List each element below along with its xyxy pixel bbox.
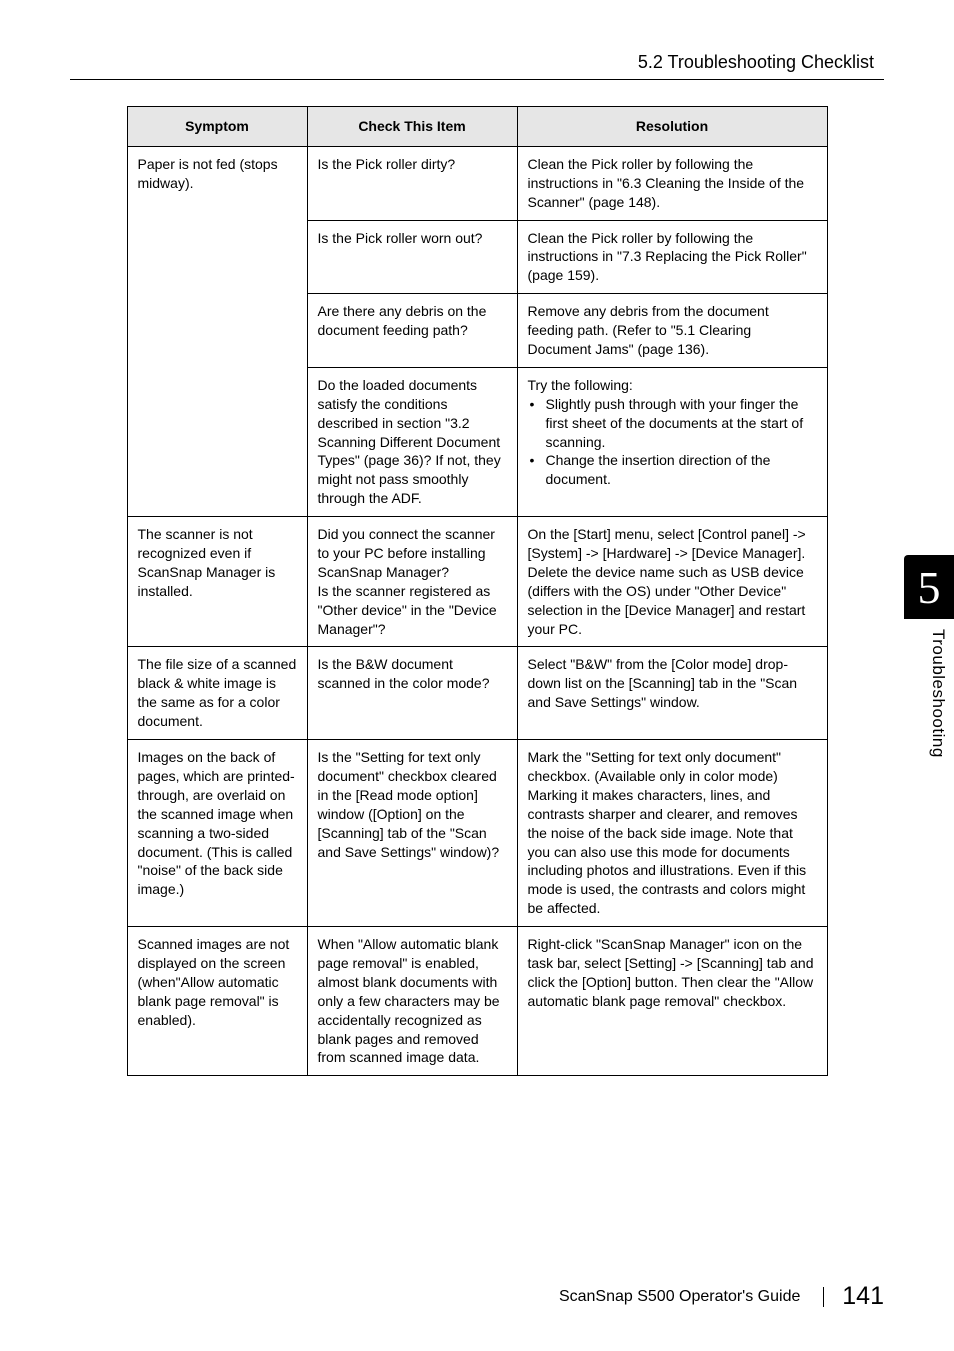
- resolution-cell: Clean the Pick roller by following the i…: [517, 220, 827, 294]
- check-cell: Is the Pick roller dirty?: [307, 146, 517, 220]
- side-tab: 5 Troubleshooting: [904, 555, 954, 758]
- col-resolution: Resolution: [517, 107, 827, 147]
- header-rule: [70, 79, 884, 80]
- check-cell: Are there any debris on the document fee…: [307, 294, 517, 368]
- resolution-cell: Select "B&W" from the [Color mode] drop-…: [517, 647, 827, 740]
- symptom-cell: Paper is not fed (stops midway).: [127, 146, 307, 516]
- chapter-label: Troubleshooting: [928, 619, 948, 758]
- table-header-row: Symptom Check This Item Resolution: [127, 107, 827, 147]
- resolution-bullet: Slightly push through with your finger t…: [528, 395, 817, 452]
- table-row: Paper is not fed (stops midway). Is the …: [127, 146, 827, 220]
- table-row: The scanner is not recognized even if Sc…: [127, 517, 827, 647]
- chapter-number-badge: 5: [904, 555, 954, 619]
- symptom-cell: The scanner is not recognized even if Sc…: [127, 517, 307, 647]
- resolution-cell: Remove any debris from the docu­ment fee…: [517, 294, 827, 368]
- resolution-bullet: Change the insertion direction of the do…: [528, 451, 817, 489]
- table-row: Scanned images are not displayed on the …: [127, 927, 827, 1076]
- resolution-cell: On the [Start] menu, select [Control pan…: [517, 517, 827, 647]
- footer-guide-title: ScanSnap S500 Operator's Guide: [559, 1288, 800, 1306]
- page-footer: ScanSnap S500 Operator's Guide 141: [0, 1282, 884, 1311]
- symptom-cell: The file size of a scanned black & white…: [127, 647, 307, 740]
- running-header: 5.2 Troubleshooting Checklist: [70, 52, 884, 73]
- check-cell: Do the loaded documents satisfy the cond…: [307, 367, 517, 516]
- check-cell: Is the B&W document scanned in the color…: [307, 647, 517, 740]
- resolution-cell: Mark the "Setting for text only docu­men…: [517, 740, 827, 927]
- check-cell: Is the Pick roller worn out?: [307, 220, 517, 294]
- resolution-bullets: Slightly push through with your finger t…: [528, 395, 817, 489]
- col-check: Check This Item: [307, 107, 517, 147]
- resolution-lead: Try the following:: [528, 377, 633, 393]
- check-cell: Is the "Setting for text only document" …: [307, 740, 517, 927]
- symptom-cell: Images on the back of pages, which are p…: [127, 740, 307, 927]
- troubleshooting-table: Symptom Check This Item Resolution Paper…: [127, 106, 828, 1076]
- resolution-cell: Try the following: Slightly push through…: [517, 367, 827, 516]
- resolution-cell: Right-click "ScanSnap Manager" icon on t…: [517, 927, 827, 1076]
- col-symptom: Symptom: [127, 107, 307, 147]
- table-row: The file size of a scanned black & white…: [127, 647, 827, 740]
- resolution-cell: Clean the Pick roller by following the i…: [517, 146, 827, 220]
- footer-page-number: 141: [842, 1282, 884, 1310]
- table-row: Images on the back of pages, which are p…: [127, 740, 827, 927]
- check-cell: When "Allow automatic blank page removal…: [307, 927, 517, 1076]
- footer-separator: [823, 1287, 824, 1307]
- symptom-cell: Scanned images are not displayed on the …: [127, 927, 307, 1076]
- check-cell: Did you connect the scan­ner to your PC …: [307, 517, 517, 647]
